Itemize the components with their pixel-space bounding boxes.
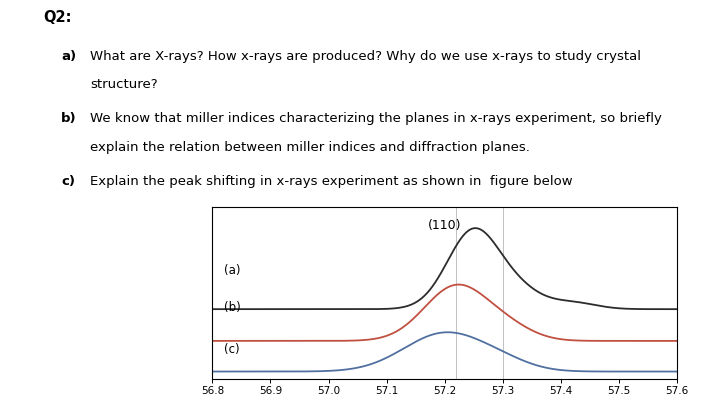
Text: c): c): [61, 175, 75, 188]
Text: structure?: structure?: [90, 78, 158, 91]
Text: a): a): [61, 50, 76, 63]
Text: (b): (b): [224, 301, 240, 314]
Text: (a): (a): [224, 264, 240, 277]
Text: (110): (110): [428, 219, 462, 232]
Text: (c): (c): [224, 344, 240, 357]
Text: explain the relation between miller indices and diffraction planes.: explain the relation between miller indi…: [90, 141, 530, 154]
Text: Q2:: Q2:: [43, 10, 72, 25]
Text: We know that miller indices characterizing the planes in x-rays experiment, so b: We know that miller indices characterizi…: [90, 112, 662, 125]
Text: Explain the peak shifting in x-rays experiment as shown in  figure below: Explain the peak shifting in x-rays expe…: [90, 175, 572, 188]
Text: b): b): [61, 112, 77, 125]
Text: What are X-rays? How x-rays are produced? Why do we use x-rays to study crystal: What are X-rays? How x-rays are produced…: [90, 50, 641, 63]
